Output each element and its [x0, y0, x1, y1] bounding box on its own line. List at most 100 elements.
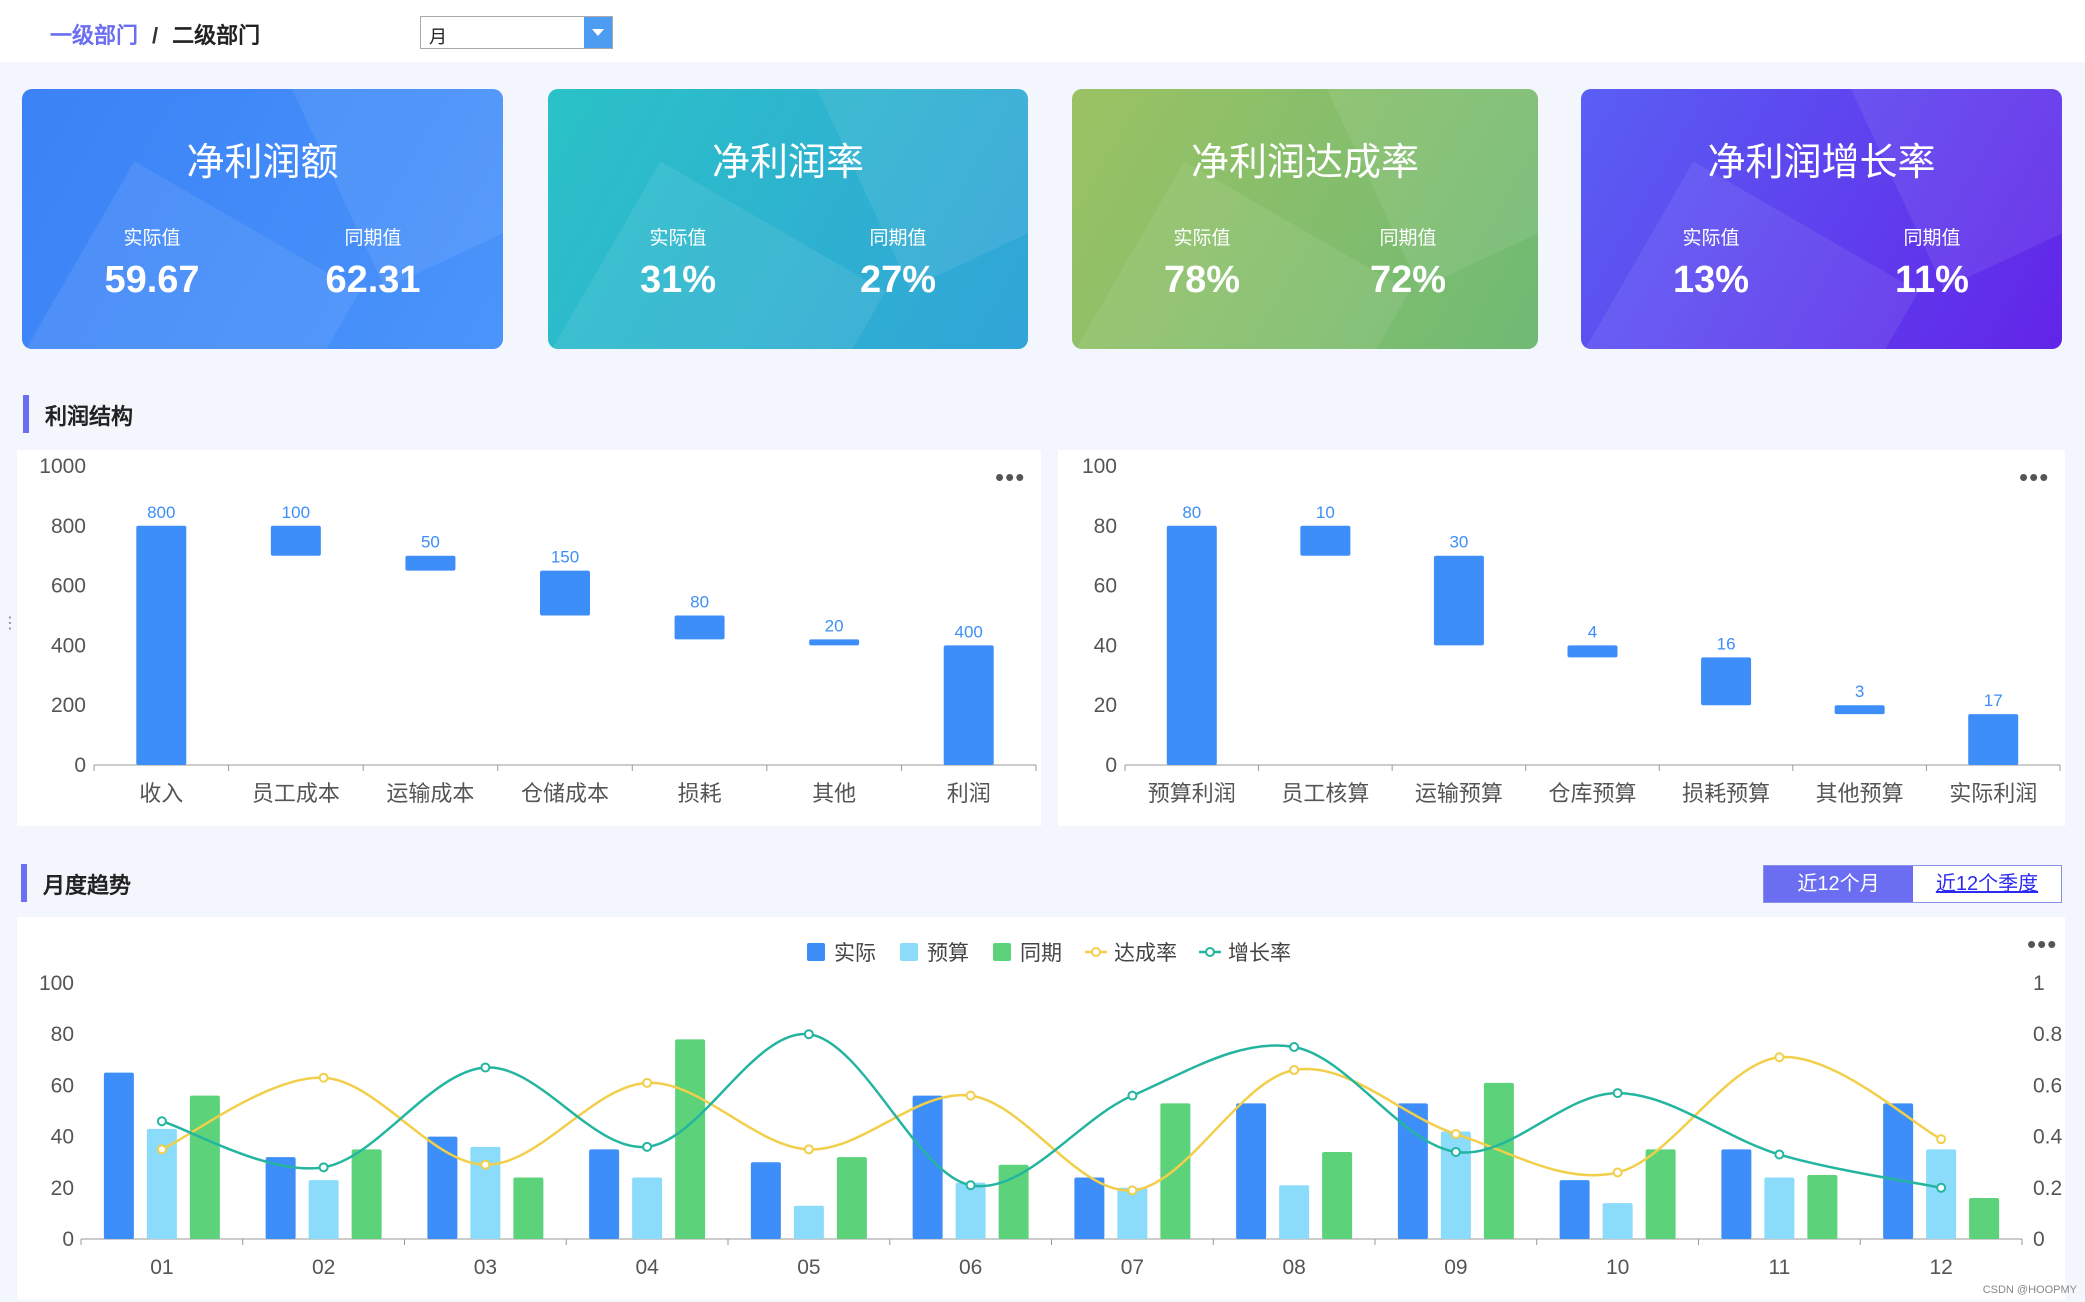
bar [1300, 525, 1351, 556]
y-tick-label: 80 [51, 1023, 74, 1046]
y2-tick-label: 0 [2033, 1228, 2045, 1251]
card-decoration [22, 161, 360, 349]
line-point [642, 1077, 653, 1088]
y-tick-label: 40 [1094, 634, 1117, 657]
more-options-icon[interactable]: ••• [995, 462, 1026, 492]
bar-budget [470, 1146, 501, 1239]
breadcrumb-level1[interactable]: 一级部门 [50, 23, 139, 48]
period-select[interactable]: 月 [420, 16, 613, 49]
x-tick-label: 损耗预算 [1682, 781, 1770, 806]
bar [540, 570, 590, 616]
data-label: 17 [1984, 691, 2003, 710]
bar [1834, 705, 1885, 715]
line-point [642, 1141, 653, 1152]
line-point [1450, 1146, 1461, 1157]
bar-prior [1483, 1082, 1514, 1239]
kpi-prior-value: 11% [1895, 259, 1969, 301]
bar-actual [750, 1162, 781, 1239]
line-point [803, 1029, 814, 1040]
line-point [1450, 1129, 1461, 1140]
line-point [1936, 1182, 1947, 1193]
bar-actual [1236, 1103, 1267, 1239]
x-tick-label: 07 [1121, 1256, 1144, 1279]
kpi-title: 净利润增长率 [1707, 142, 1936, 184]
kpi-prior-label: 同期值 [1379, 228, 1437, 249]
kpi-card-growth-rate: 净利润增长率 实际值 13% 同期值 11% [1581, 89, 2062, 349]
line-point [965, 1180, 976, 1191]
kpi-title: 净利润达成率 [1190, 142, 1419, 184]
bar-prior [351, 1149, 382, 1239]
legend-label: 预算 [927, 942, 969, 965]
y-tick-label: 20 [51, 1177, 74, 1200]
card-decoration [1072, 161, 1410, 349]
line-point [156, 1116, 167, 1127]
top-bar: 一级部门 / 二级部门 月 [0, 0, 2085, 62]
bar-prior [1807, 1175, 1838, 1239]
kpi-actual-label: 实际值 [1682, 228, 1740, 249]
chart-profit-waterfall: 0 200 400 600 800 1000 800 收入 100 员工成本 50 运输成本 150 仓储… [39, 455, 1037, 806]
toggle-last-12-quarters[interactable]: 近12个季度 [1935, 873, 2039, 895]
bar [674, 615, 725, 640]
x-tick-label: 05 [797, 1256, 820, 1279]
x-tick-label: 04 [635, 1256, 659, 1279]
bar [1166, 525, 1217, 765]
kpi-card-net-profit-rate: 净利润率 实际值 31% 同期值 27% [548, 89, 1028, 349]
kpi-prior-label: 同期值 [869, 228, 927, 249]
data-label: 30 [1449, 533, 1468, 552]
x-tick-label: 01 [150, 1256, 173, 1279]
x-tick-label: 06 [959, 1256, 982, 1279]
x-tick-label: 仓库预算 [1548, 781, 1636, 806]
y-tick-label: 80 [1094, 515, 1117, 538]
y-tick-label: 0 [62, 1228, 74, 1251]
kpi-actual-value: 31% [639, 259, 717, 301]
line-point [1774, 1052, 1785, 1063]
data-label: 400 [955, 622, 983, 641]
bar-actual [1883, 1103, 1914, 1239]
kpi-title: 净利润额 [186, 142, 339, 184]
x-tick-label: 03 [474, 1256, 497, 1279]
x-tick-label: 02 [312, 1256, 335, 1279]
x-tick-label: 运输预算 [1415, 781, 1503, 806]
line-point [480, 1062, 491, 1073]
x-tick-label: 09 [1444, 1256, 1467, 1279]
bar-prior [513, 1177, 544, 1239]
chart-panel-monthly-trend: ••• 0 20 40 60 80 100 0 0.2 0.4 0.6 0.8 1 01 02 03 04 05… [17, 917, 2065, 1300]
bar-prior [998, 1164, 1029, 1239]
y-tick-label: 0 [74, 754, 86, 777]
more-options-icon[interactable]: ••• [2019, 462, 2050, 492]
chart-panel-budget-waterfall: ••• 0 20 40 60 80 100 80 预算利润 10 员工核算 30 运输预算 4 仓库预算 1… [1058, 450, 2065, 826]
bar-budget [146, 1128, 177, 1239]
data-label: 16 [1717, 634, 1736, 653]
x-tick-label: 员工成本 [252, 781, 340, 806]
bar-prior [1969, 1198, 2000, 1239]
bar-prior [189, 1095, 220, 1239]
data-label: 4 [1588, 622, 1597, 641]
more-options-icon[interactable]: ••• [2027, 929, 2058, 959]
data-label: 20 [825, 616, 844, 635]
bar-actual [1074, 1177, 1105, 1239]
section-title-profit-structure: 利润结构 [23, 395, 133, 433]
y-tick-label: 60 [1094, 575, 1117, 598]
kpi-prior-label: 同期值 [1903, 228, 1961, 249]
data-label: 100 [282, 503, 310, 522]
bar-actual [912, 1095, 943, 1239]
breadcrumb-level2: 二级部门 [172, 23, 261, 48]
bar-prior [836, 1157, 867, 1239]
y2-tick-label: 1 [2033, 972, 2045, 995]
bar-budget [1440, 1131, 1471, 1239]
toggle-last-12-months[interactable]: 近12个月 [1764, 866, 1913, 902]
legend-swatch [993, 943, 1011, 961]
legend-swatch [1205, 947, 1215, 957]
line-point [318, 1072, 329, 1083]
legend-label: 达成率 [1114, 942, 1177, 965]
bar-budget [1764, 1177, 1795, 1239]
bar [1701, 657, 1752, 706]
y2-tick-label: 0.6 [2033, 1074, 2062, 1097]
chevron-down-icon[interactable] [584, 17, 612, 48]
line-point [1127, 1185, 1138, 1196]
legend-label: 实际 [834, 942, 876, 965]
y-tick-label: 100 [39, 972, 74, 995]
bar-actual [589, 1149, 620, 1239]
bar-actual [265, 1157, 296, 1239]
